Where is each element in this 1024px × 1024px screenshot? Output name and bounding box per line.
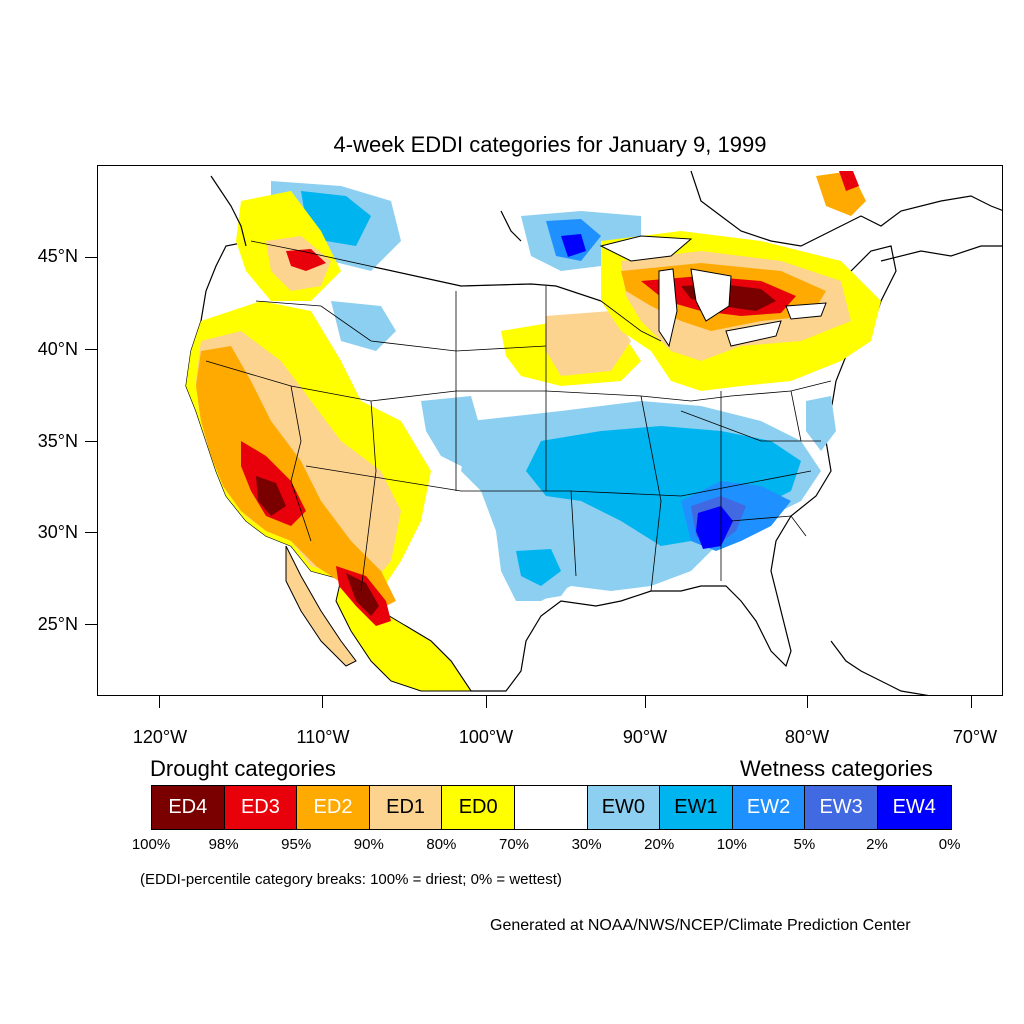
lat-tick [85,441,97,442]
lon-label-80: 80°W [784,727,830,747]
lake-erie [725,320,782,347]
legend-break-label: 70% [498,836,530,853]
legend-break-label: 98% [208,836,239,853]
lat-label-45: 45°N [37,246,78,266]
lat-label-30: 30°N [37,522,78,542]
ed2-west [196,346,396,611]
legend-break-label: 10% [716,836,747,853]
eddi-map [185,170,1002,695]
ed3-northeast-corner [816,171,866,216]
lake-ontario [785,302,827,320]
legend-break-label: 95% [281,836,312,853]
lon-label-90: 90°W [622,727,668,747]
legend-swatch-ew0: EW0 [587,786,661,829]
legend-break-label: 80% [426,836,457,853]
legend-swatch-neutral [514,786,588,829]
legend-break-label: 20% [644,836,675,853]
lake-michigan [658,268,678,348]
legend-break-label: 30% [571,836,602,853]
legend-break-label: 0% [938,836,961,853]
lat-tick [85,349,97,350]
lon-label-100: 100°W [458,727,514,747]
map-title: 4-week EDDI categories for January 9, 19… [333,132,767,157]
lat-tick [85,624,97,625]
legend-break-label: 100% [131,836,171,853]
lat-label-40: 40°N [37,339,78,359]
lat-label-25: 25°N [37,614,78,634]
legend-break-label: 90% [353,836,384,853]
legend-swatch-ew4: EW4 [877,786,951,829]
lon-label-70: 70°W [952,727,998,747]
legend-note: (EDDI-percentile category breaks: 100% =… [140,871,562,888]
lon-tick [645,696,646,708]
legend-color-bar: ED4 ED3 ED2 ED1 ED0 EW0 EW1 EW2 EW3 EW4 [151,785,952,830]
map-area [97,165,1003,696]
legend-swatch-ed4: ED4 [152,786,225,829]
credit-line: Generated at NOAA/NWS/NCEP/Climate Predi… [490,917,911,934]
ew1-texas-coast [516,549,561,586]
lake-superior [599,235,693,262]
lake-huron [690,268,732,322]
lon-tick [486,696,487,708]
legend-break-label: 5% [793,836,816,853]
lat-tick [85,532,97,533]
lon-label-110: 110°W [296,727,350,747]
lon-tick [807,696,808,708]
ew0-idaho [331,301,396,351]
lat-label-35: 35°N [37,431,78,451]
baja-outline [285,545,357,667]
ew4-alabama [696,506,733,549]
ed4-northeast-corner [839,171,859,191]
legend-swatch-ed3: ED3 [224,786,298,829]
ew0-colorado [421,396,481,471]
legend-swatch-ew2: EW2 [732,786,806,829]
lon-label-120: 120°W [132,727,188,747]
legend-swatch-ed2: ED2 [297,786,370,829]
lat-tick [85,257,97,258]
legend-swatch-ed1: ED1 [369,786,443,829]
legend-swatch-ed0: ED0 [442,786,515,829]
lon-tick [322,696,323,708]
ew4-minnesota [561,234,586,257]
lon-tick [971,696,972,708]
ed4-california [256,476,286,516]
coastlines [210,170,1002,695]
legend-break-label: 2% [866,836,888,853]
lon-tick [159,696,160,708]
ed4-arizona [346,573,379,616]
ew0-northeast [806,396,836,451]
ed1-plains [546,311,631,376]
wetness-heading: Wetness categories [740,756,933,781]
state-boundaries [205,240,832,592]
legend-swatch-ew3: EW3 [805,786,878,829]
legend-swatch-ew1: EW1 [660,786,733,829]
drought-heading: Drought categories [150,756,336,781]
